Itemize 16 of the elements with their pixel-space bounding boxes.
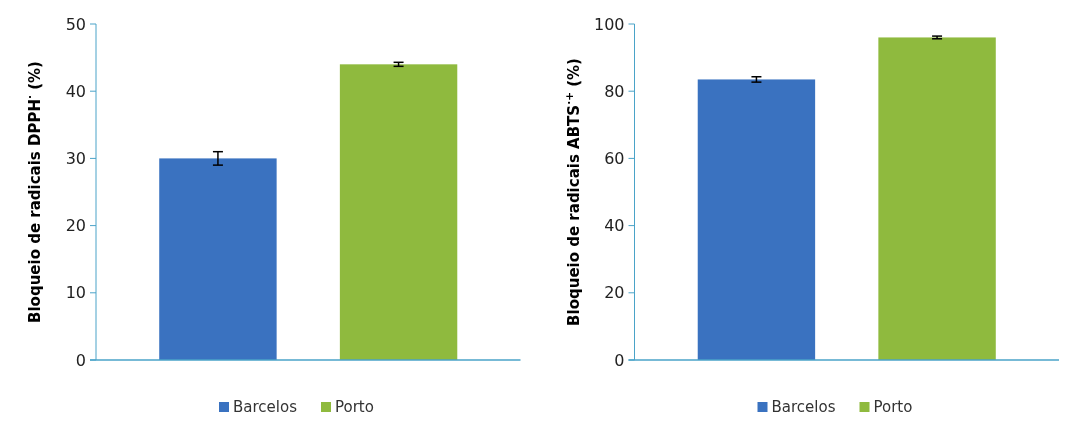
legend-label: Barcelos xyxy=(771,398,836,417)
y-tick-label: 0 xyxy=(75,350,86,370)
y-tick-label: 100 xyxy=(593,14,625,34)
legend-label: Porto xyxy=(873,398,913,417)
y-tick-label: 0 xyxy=(614,350,625,370)
y-tick-label: 50 xyxy=(65,14,86,34)
y-tick-label: 80 xyxy=(604,81,625,101)
y-tick-label: 30 xyxy=(65,149,86,168)
y-tick-label: 40 xyxy=(65,81,86,101)
y-tick-label: 20 xyxy=(65,216,86,236)
y-tick-label: 10 xyxy=(65,283,86,303)
y-tick-label: 60 xyxy=(604,149,625,168)
legend-label: Porto xyxy=(335,398,374,417)
y-tick-label: 20 xyxy=(604,283,625,303)
legend-label: Barcelos xyxy=(233,398,298,417)
y-tick-label: 40 xyxy=(604,216,625,236)
